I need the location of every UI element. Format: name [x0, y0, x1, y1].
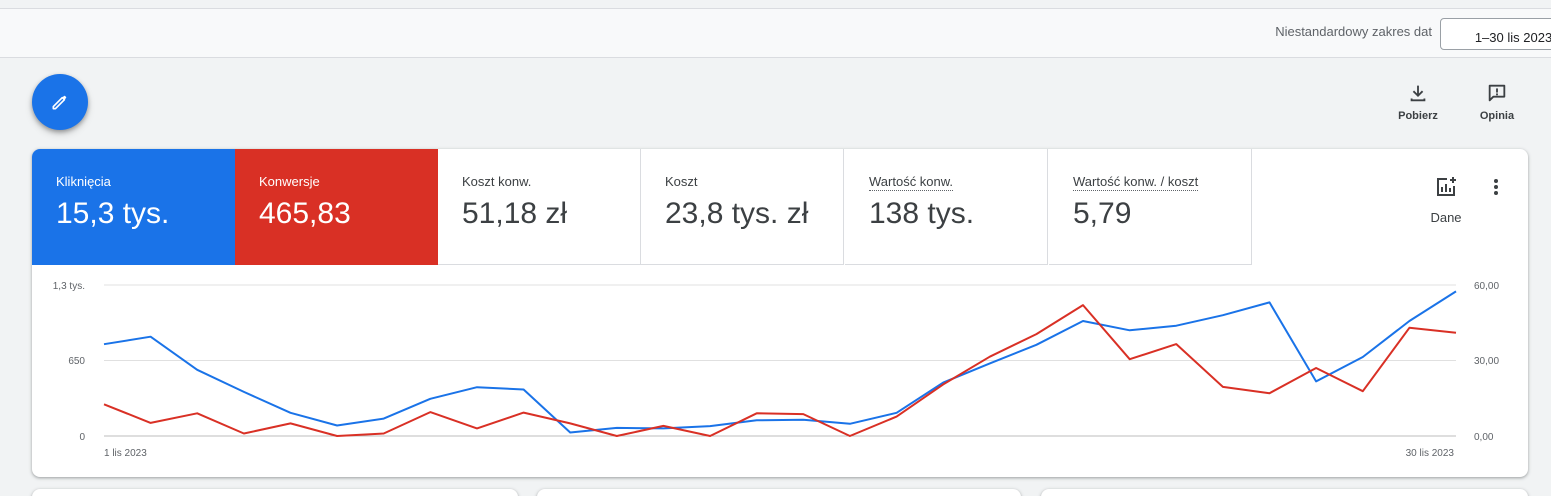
download-icon: [1410, 85, 1426, 102]
metric-tile-cost[interactable]: Koszt 23,8 tys. zł: [641, 149, 844, 265]
metric-tile-value-per-cost[interactable]: Wartość konw. / koszt 5,79: [1049, 149, 1252, 265]
metric-tile-cost-per-conversion[interactable]: Koszt konw. 51,18 zł: [438, 149, 641, 265]
series-line-clicks: [103, 290, 1457, 434]
more-options-button[interactable]: [1484, 175, 1508, 199]
download-label: Pobierz: [1398, 110, 1438, 122]
metric-label: Wartość konw.: [869, 174, 954, 191]
download-button[interactable]: Pobierz: [1388, 82, 1448, 122]
x-axis-end-label: 30 lis 2023: [1406, 448, 1455, 459]
metric-label: Konwersje: [259, 174, 320, 189]
performance-chart: 1,3 tys. 650 0 60,00 30,00 0,00 1 lis 20…: [53, 281, 1500, 459]
x-axis-start-label: 1 lis 2023: [104, 448, 147, 459]
date-range-button[interactable]: 1–30 lis 2023: [1440, 18, 1551, 50]
bottom-card: [32, 489, 518, 496]
right-axis-tick: 60,00: [1474, 281, 1499, 292]
feedback-icon: [1488, 84, 1506, 102]
metric-label: Koszt: [665, 174, 698, 189]
data-button[interactable]: Dane: [1422, 175, 1470, 225]
pencil-icon: [52, 95, 67, 110]
metric-value: 138 tys.: [869, 197, 975, 230]
metric-value: 51,18 zł: [462, 197, 568, 230]
metric-label: Wartość konw. / koszt: [1073, 174, 1199, 191]
feedback-button[interactable]: Opinia: [1467, 82, 1527, 122]
date-range-bar: Niestandardowy zakres dat 1–30 lis 2023: [0, 8, 1551, 58]
bottom-card: [1041, 489, 1528, 496]
left-axis-tick: 1,3 tys.: [53, 281, 85, 292]
date-range-label: Niestandardowy zakres dat: [1275, 24, 1432, 39]
left-axis-tick: 650: [68, 356, 85, 367]
bottom-card: [537, 489, 1021, 496]
metric-value: 5,79: [1073, 197, 1132, 230]
feedback-label: Opinia: [1479, 110, 1515, 122]
edit-button[interactable]: [32, 74, 88, 130]
performance-card: Kliknięcia 15,3 tys. Konwersje 465,83 Ko…: [32, 149, 1528, 477]
metric-tile-conversion-value[interactable]: Wartość konw. 138 tys.: [845, 149, 1048, 265]
more-vert-icon: [1494, 179, 1498, 195]
metric-label: Kliknięcia: [56, 174, 111, 189]
series-line-conversions: [103, 304, 1457, 437]
metric-tile-clicks[interactable]: Kliknięcia 15,3 tys.: [32, 149, 235, 265]
data-button-label: Dane: [1430, 210, 1462, 225]
left-axis-tick: 0: [79, 432, 85, 443]
metric-value: 23,8 tys. zł: [665, 197, 809, 230]
metric-value: 465,83: [259, 197, 351, 230]
metric-tile-conversions[interactable]: Konwersje 465,83: [235, 149, 438, 265]
metric-value: 15,3 tys.: [56, 197, 170, 230]
right-axis-tick: 30,00: [1474, 356, 1499, 367]
metric-label: Koszt konw.: [462, 174, 532, 189]
add-chart-icon: [1437, 177, 1456, 196]
right-axis-tick: 0,00: [1474, 432, 1494, 443]
